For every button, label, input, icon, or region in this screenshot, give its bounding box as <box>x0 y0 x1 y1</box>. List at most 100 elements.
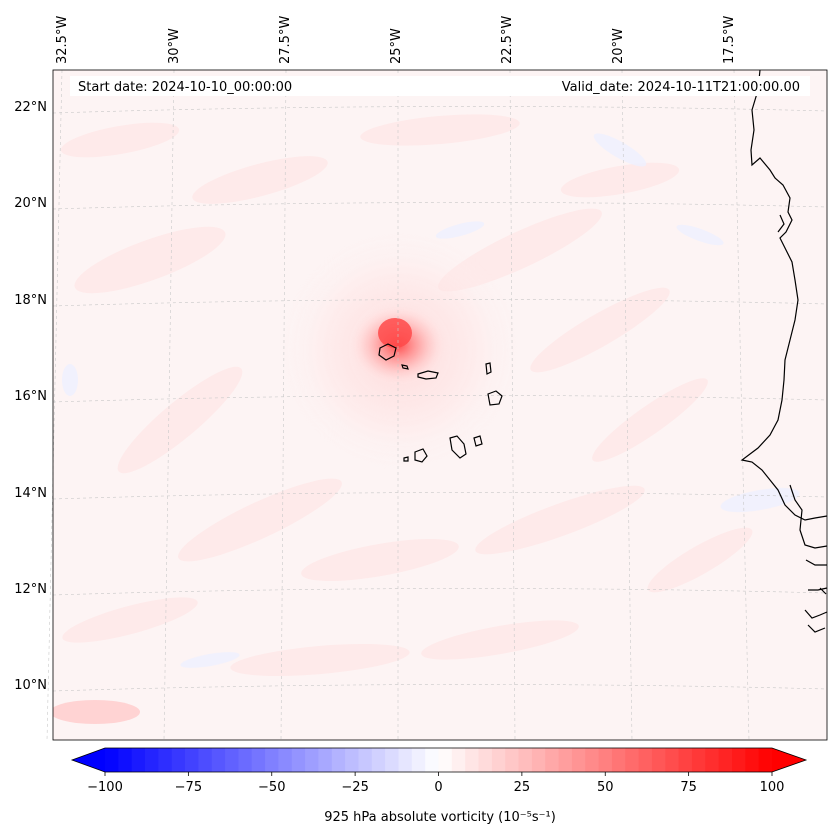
colorbar-block <box>278 748 293 772</box>
header-box <box>70 76 810 96</box>
colorbar-tick-label: 75 <box>680 780 697 795</box>
colorbar-block <box>571 748 586 772</box>
colorbar-extend-low <box>72 748 105 772</box>
colorbar-block <box>171 748 186 772</box>
colorbar-label: 925 hPa absolute vorticity (10⁻⁵s⁻¹) <box>324 810 556 825</box>
lon-label: 27.5°W <box>278 16 293 64</box>
colorbar-block <box>491 748 506 772</box>
colorbar-block <box>291 748 306 772</box>
colorbar-block <box>331 748 346 772</box>
colorbar-block <box>158 748 173 772</box>
colorbar-block <box>411 748 426 772</box>
lat-label: 16°N <box>14 389 47 404</box>
lat-label: 22°N <box>14 100 47 115</box>
colorbar-block <box>425 748 439 772</box>
colorbar-tick-label: −50 <box>258 780 285 795</box>
colorbar-tick-label: 100 <box>760 780 785 795</box>
graticule <box>46 69 828 741</box>
vorticity-field <box>53 70 827 740</box>
colorbar-block <box>731 748 746 772</box>
lat-label: 12°N <box>14 582 47 597</box>
field-patch-southwest <box>53 700 140 724</box>
graticule-lon-line <box>733 69 750 741</box>
colorbar-block <box>451 748 466 772</box>
colorbar-block <box>238 748 253 772</box>
colorbar-block <box>611 748 626 772</box>
colorbar-blocks <box>105 748 773 772</box>
coast-inlet <box>777 214 827 595</box>
lat-label: 10°N <box>14 678 47 693</box>
field-negative-patches <box>62 133 800 668</box>
colorbar-block <box>118 748 133 772</box>
colorbar-block <box>745 748 760 772</box>
island-sal <box>485 362 492 375</box>
lat-label: 18°N <box>14 293 47 308</box>
island-sao-nicolau <box>417 370 439 380</box>
colorbar-block <box>518 748 533 772</box>
colorbar-block <box>678 748 693 772</box>
field-texture <box>60 114 753 677</box>
colorbar-block <box>265 748 279 772</box>
lon-label: 32.5°W <box>55 16 70 64</box>
colorbar-block <box>585 748 600 772</box>
colorbar-block <box>385 748 399 772</box>
valid-date-label: Valid_date: 2024-10-11T21:00:00.00 <box>562 80 800 95</box>
colorbar-tick-label: 0 <box>434 780 442 795</box>
colorbar-block <box>651 748 666 772</box>
vortex-max <box>378 318 412 348</box>
colorbar-block <box>598 748 613 772</box>
colorbar-block <box>505 748 520 772</box>
lat-label: 14°N <box>14 486 47 501</box>
colorbar-block <box>691 748 706 772</box>
colorbar-block <box>371 748 386 772</box>
colorbar-tick-label: 50 <box>597 780 614 795</box>
colorbar-tick-label: −100 <box>87 780 123 795</box>
colorbar-block <box>638 748 653 772</box>
island-boa-vista <box>487 390 503 406</box>
colorbar-block <box>705 748 720 772</box>
colorbar-block <box>318 748 333 772</box>
colorbar-block <box>718 748 733 772</box>
graticule-lat-line <box>52 684 828 692</box>
graticule-lon-line <box>163 69 175 741</box>
graticule-lat-line <box>52 395 828 403</box>
colorbar-extend-high <box>772 748 806 772</box>
colorbar: −100 −75 −50 −25 0 25 50 75 100 925 hPa absolute… <box>70 747 808 825</box>
colorbar-block <box>665 748 680 772</box>
start-date-label: Start date: 2024-10-10_00:00:00 <box>78 80 292 95</box>
lat-labels: 22°N 20°N 18°N 16°N 14°N 12°N 10°N <box>14 100 47 693</box>
colorbar-block <box>145 748 159 772</box>
colorbar-block <box>198 748 213 772</box>
colorbar-block <box>758 748 773 772</box>
colorbar-block <box>478 748 493 772</box>
lon-label: 17.5°W <box>722 16 737 64</box>
colorbar-ticks: −100 −75 −50 −25 0 25 50 75 100 <box>87 772 784 795</box>
colorbar-block <box>625 748 640 772</box>
colorbar-block <box>211 748 226 772</box>
lat-label: 20°N <box>14 196 47 211</box>
graticule-lat-line <box>52 106 828 114</box>
colorbar-block <box>131 748 146 772</box>
africa-coastline <box>740 69 828 521</box>
graticule-lat-line <box>52 202 828 210</box>
island-brava <box>403 456 409 462</box>
lon-label: 25°W <box>389 28 404 64</box>
graticule-lon-line <box>621 69 633 741</box>
colorbar-block <box>358 748 373 772</box>
lon-label: 20°W <box>611 28 626 64</box>
island-santiago <box>449 435 467 459</box>
lon-labels: 32.5°W 30°W 27.5°W 25°W 22.5°W 20°W 17.5… <box>55 16 737 64</box>
colorbar-block <box>251 748 266 772</box>
island-santo-antao <box>378 343 397 361</box>
lon-label: 22.5°W <box>500 16 515 64</box>
colorbar-block <box>465 748 480 772</box>
colorbar-block <box>531 748 546 772</box>
africa-coastline-south <box>789 484 828 633</box>
colorbar-block <box>558 748 573 772</box>
colorbar-block <box>438 748 453 772</box>
lon-label: 30°W <box>167 28 182 64</box>
graticule-lat-line <box>52 299 828 307</box>
graticule-lon-line <box>46 69 63 741</box>
graticule-lat-line <box>52 588 828 596</box>
